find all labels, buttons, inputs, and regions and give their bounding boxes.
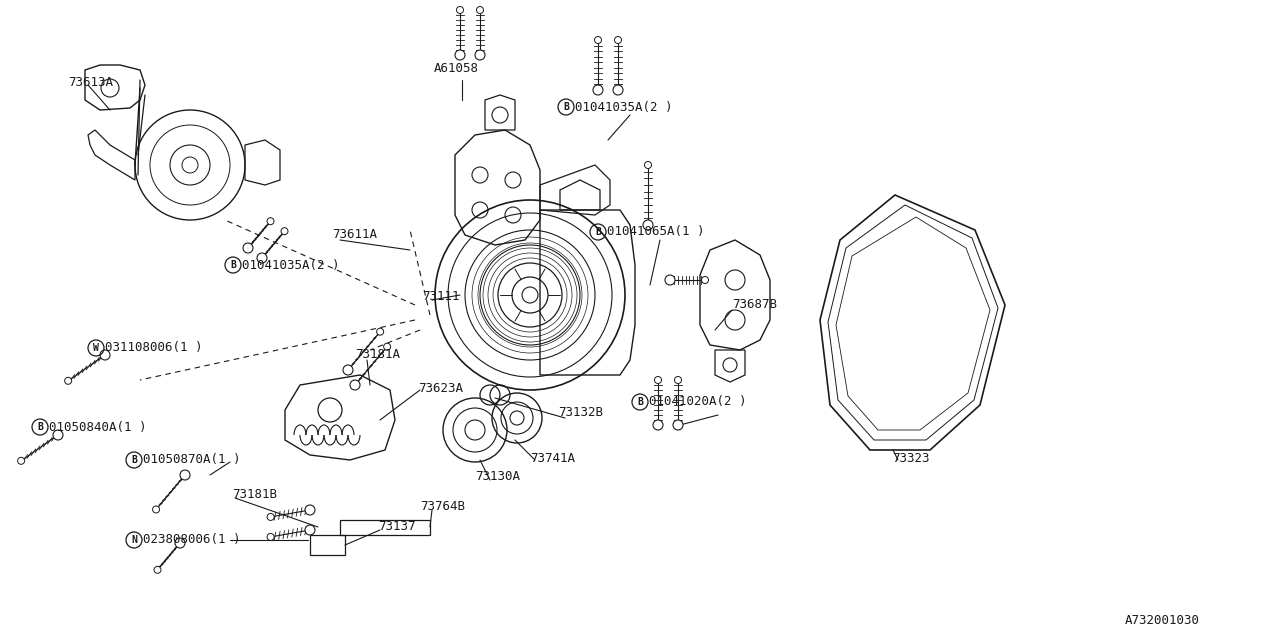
- Circle shape: [475, 50, 485, 60]
- Circle shape: [593, 85, 603, 95]
- Circle shape: [268, 534, 274, 540]
- Text: 73323: 73323: [892, 451, 929, 465]
- Text: 73132B: 73132B: [558, 406, 603, 419]
- Text: B: B: [637, 397, 643, 407]
- Circle shape: [454, 50, 465, 60]
- Circle shape: [594, 36, 602, 44]
- Circle shape: [305, 505, 315, 515]
- Circle shape: [52, 430, 63, 440]
- Circle shape: [175, 538, 186, 548]
- Circle shape: [666, 275, 675, 285]
- Circle shape: [645, 161, 652, 168]
- Text: B: B: [131, 455, 137, 465]
- Circle shape: [349, 380, 360, 390]
- Circle shape: [100, 350, 110, 360]
- Text: W: W: [93, 343, 99, 353]
- Circle shape: [653, 420, 663, 430]
- Text: B: B: [37, 422, 44, 432]
- Text: 031108006(1 ): 031108006(1 ): [105, 342, 202, 355]
- Text: A732001030: A732001030: [1125, 614, 1201, 627]
- Circle shape: [268, 218, 274, 225]
- Text: 73741A: 73741A: [530, 451, 575, 465]
- Text: 73611A: 73611A: [332, 228, 378, 241]
- Circle shape: [476, 6, 484, 13]
- Text: 73111: 73111: [422, 291, 460, 303]
- Circle shape: [243, 243, 253, 253]
- Text: 73181B: 73181B: [232, 488, 276, 502]
- Circle shape: [673, 420, 684, 430]
- Text: 73764B: 73764B: [420, 500, 465, 513]
- Text: 73613A: 73613A: [68, 76, 113, 88]
- Text: 73687B: 73687B: [732, 298, 777, 312]
- Circle shape: [614, 36, 622, 44]
- Text: A61058: A61058: [434, 61, 479, 74]
- Circle shape: [376, 328, 384, 335]
- Circle shape: [701, 276, 709, 284]
- Text: 01050840A(1 ): 01050840A(1 ): [49, 420, 146, 433]
- Text: 73623A: 73623A: [419, 381, 463, 394]
- Text: 01050870A(1 ): 01050870A(1 ): [143, 454, 241, 467]
- Circle shape: [384, 343, 390, 350]
- Text: 73137: 73137: [378, 520, 416, 534]
- Circle shape: [257, 253, 268, 263]
- Circle shape: [643, 220, 653, 230]
- Circle shape: [64, 378, 72, 384]
- Text: 023808006(1 ): 023808006(1 ): [143, 534, 241, 547]
- Circle shape: [152, 506, 160, 513]
- Circle shape: [613, 85, 623, 95]
- Text: B: B: [230, 260, 236, 270]
- Text: 01041035A(2 ): 01041035A(2 ): [575, 100, 672, 113]
- Circle shape: [654, 376, 662, 383]
- Circle shape: [268, 513, 274, 520]
- Text: B: B: [595, 227, 600, 237]
- Circle shape: [343, 365, 353, 375]
- Text: 73130A: 73130A: [475, 470, 520, 483]
- Text: 73181A: 73181A: [355, 349, 399, 362]
- Circle shape: [154, 566, 161, 573]
- Text: 01041020A(2 ): 01041020A(2 ): [649, 396, 746, 408]
- Text: B: B: [563, 102, 568, 112]
- Circle shape: [282, 228, 288, 235]
- Text: 01041065A(1 ): 01041065A(1 ): [607, 225, 704, 239]
- Text: 01041035A(2 ): 01041035A(2 ): [242, 259, 339, 271]
- Circle shape: [18, 458, 24, 464]
- Circle shape: [675, 376, 681, 383]
- Circle shape: [457, 6, 463, 13]
- Text: N: N: [131, 535, 137, 545]
- Circle shape: [305, 525, 315, 535]
- Circle shape: [180, 470, 189, 480]
